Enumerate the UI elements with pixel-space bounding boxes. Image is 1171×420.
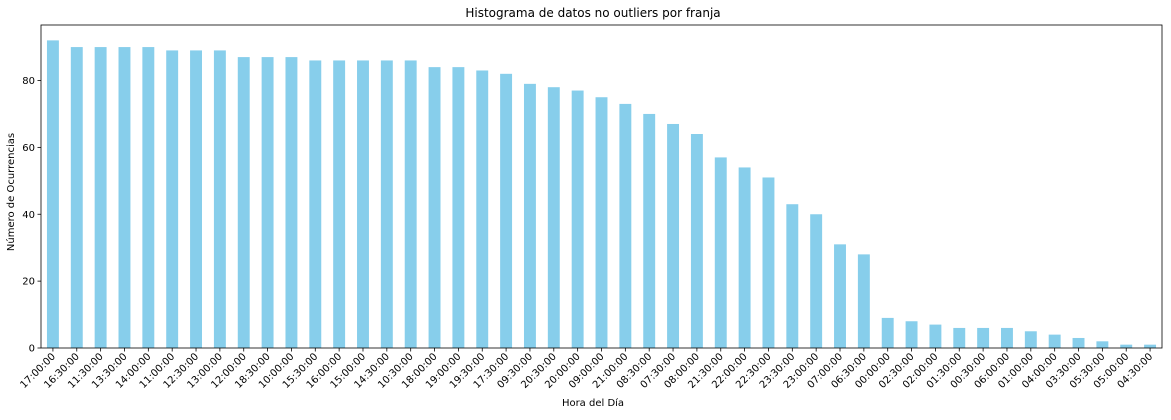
bar-11:30:00 (94, 47, 107, 348)
bar-20:00:00 (571, 90, 584, 349)
bars-group (46, 40, 1157, 349)
bar-16:30:00 (70, 47, 83, 348)
x-axis-label: Hora del Día (562, 397, 624, 409)
bar-14:00:00 (142, 47, 155, 348)
bar-13:00:00 (213, 50, 226, 348)
bar-17:00:00 (46, 40, 59, 348)
bar-07:30:00 (667, 123, 680, 348)
bar-08:00:00 (690, 134, 703, 348)
bar-14:30:00 (380, 60, 393, 349)
bar-21:30:00 (714, 157, 727, 348)
bar-05:00:00 (1120, 344, 1133, 348)
bar-23:00:00 (810, 214, 823, 348)
bar-19:30:00 (476, 70, 489, 348)
bar-10:00:00 (285, 57, 298, 349)
plot-frame (40, 24, 1163, 349)
bar-22:00:00 (738, 167, 751, 348)
chart-title: Histograma de datos no outliers por fran… (465, 6, 720, 20)
bar-12:30:00 (190, 50, 202, 348)
bar-01:00:00 (1024, 331, 1037, 348)
bar-18:00:00 (428, 67, 441, 348)
bar-18:30:00 (261, 57, 274, 349)
bar-17:30:00 (500, 73, 513, 348)
bar-10:30:00 (404, 60, 417, 349)
bar-20:30:00 (547, 87, 560, 349)
bar-04:30:00 (1144, 344, 1157, 348)
bar-21:00:00 (619, 103, 632, 348)
bar-00:30:00 (977, 327, 990, 348)
y-tick-label: 40 (22, 210, 35, 221)
bar-12:00:00 (237, 57, 250, 349)
bar-06:30:00 (857, 254, 870, 348)
bar-03:30:00 (1072, 337, 1085, 348)
bar-23:30:00 (786, 204, 799, 348)
y-tick-label: 20 (22, 277, 35, 288)
bar-11:00:00 (166, 50, 179, 348)
bar-08:30:00 (643, 113, 656, 348)
y-axis-label: Número de Ocurrencias (5, 133, 17, 251)
bar-04:00:00 (1048, 334, 1061, 348)
bar-05:30:00 (1096, 341, 1109, 348)
bar-01:30:00 (953, 327, 966, 348)
y-tick-label: 60 (22, 143, 35, 154)
y-axis-ticks: 0 20 40 60 80 (22, 76, 41, 355)
bar-07:00:00 (834, 244, 846, 348)
bar-13:30:00 (118, 47, 131, 348)
bar-02:30:00 (905, 321, 918, 348)
y-tick-label: 0 (29, 344, 35, 355)
bar-09:00:00 (595, 97, 608, 348)
bar-02:00:00 (929, 324, 942, 348)
bar-15:30:00 (309, 60, 322, 349)
bar-22:30:00 (762, 177, 775, 348)
x-axis-ticks: 17:00:0016:30:0011:30:0013:30:0014:00:00… (19, 348, 1155, 391)
bar-06:00:00 (1001, 327, 1013, 348)
bar-19:00:00 (452, 67, 465, 348)
bar-16:00:00 (333, 60, 346, 349)
bar-09:30:00 (523, 83, 536, 348)
bar-00:00:00 (881, 317, 894, 348)
y-tick-label: 80 (22, 76, 35, 87)
bar-15:00:00 (357, 60, 369, 349)
